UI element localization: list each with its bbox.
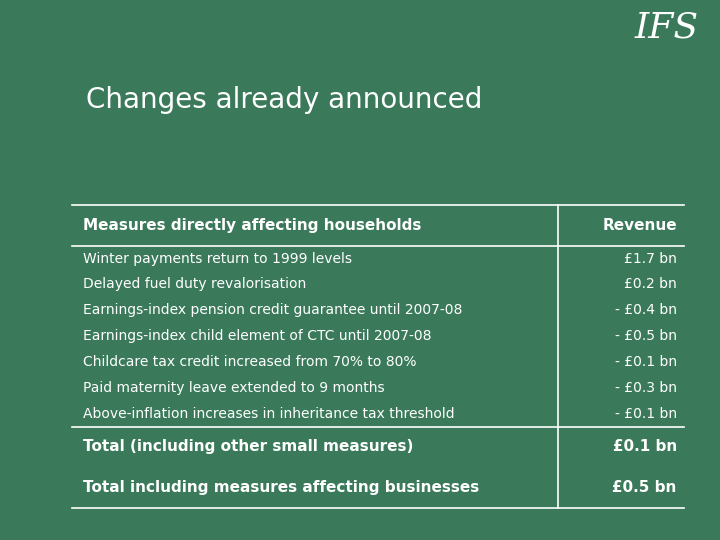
Text: Changes already announced: Changes already announced: [86, 86, 483, 114]
Text: IFS: IFS: [634, 11, 698, 45]
Text: Revenue: Revenue: [602, 218, 677, 233]
Text: £0.1 bn: £0.1 bn: [613, 440, 677, 454]
Text: Earnings-index pension credit guarantee until 2007-08: Earnings-index pension credit guarantee …: [83, 303, 462, 318]
Text: - £0.1 bn: - £0.1 bn: [615, 407, 677, 421]
Text: Total (including other small measures): Total (including other small measures): [83, 440, 413, 454]
Text: - £0.5 bn: - £0.5 bn: [615, 329, 677, 343]
Text: - £0.3 bn: - £0.3 bn: [615, 381, 677, 395]
Text: Above-inflation increases in inheritance tax threshold: Above-inflation increases in inheritance…: [83, 407, 454, 421]
Text: Earnings-index child element of CTC until 2007-08: Earnings-index child element of CTC unti…: [83, 329, 431, 343]
Text: £0.2 bn: £0.2 bn: [624, 278, 677, 292]
Text: Paid maternity leave extended to 9 months: Paid maternity leave extended to 9 month…: [83, 381, 384, 395]
Text: - £0.1 bn: - £0.1 bn: [615, 355, 677, 369]
Text: Childcare tax credit increased from 70% to 80%: Childcare tax credit increased from 70% …: [83, 355, 416, 369]
Text: Delayed fuel duty revalorisation: Delayed fuel duty revalorisation: [83, 278, 306, 292]
Text: Winter payments return to 1999 levels: Winter payments return to 1999 levels: [83, 252, 352, 266]
Text: Measures directly affecting households: Measures directly affecting households: [83, 218, 421, 233]
Text: Total including measures affecting businesses: Total including measures affecting busin…: [83, 480, 479, 495]
Text: £0.5 bn: £0.5 bn: [613, 480, 677, 495]
Text: £1.7 bn: £1.7 bn: [624, 252, 677, 266]
Text: - £0.4 bn: - £0.4 bn: [615, 303, 677, 318]
